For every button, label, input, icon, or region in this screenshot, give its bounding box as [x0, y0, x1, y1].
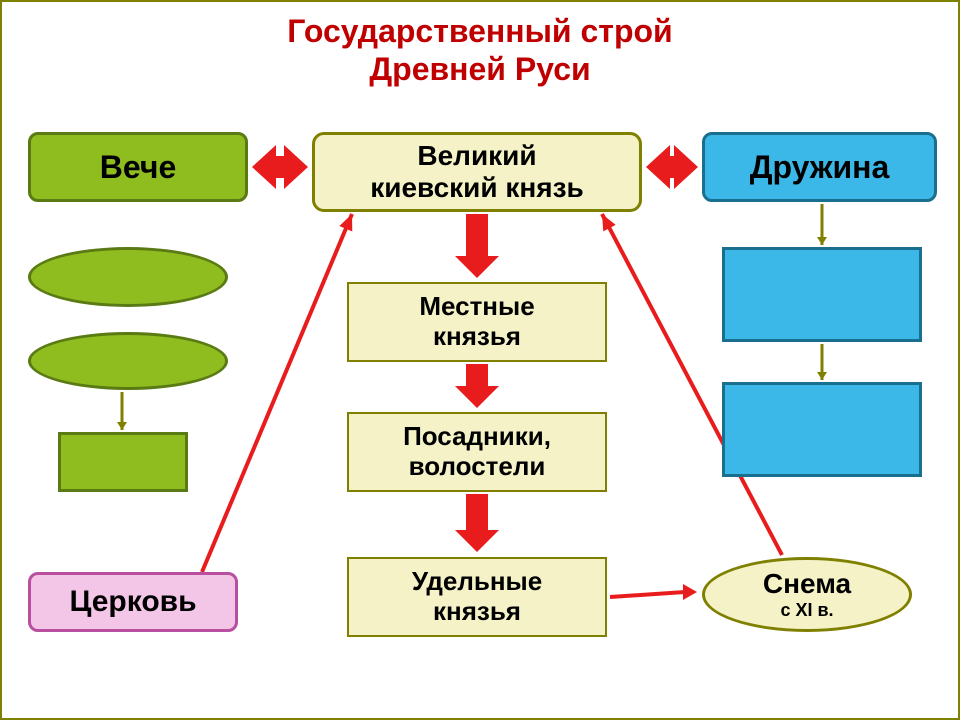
node-oval2 [28, 332, 228, 390]
node-udelnye: Удельныекнязья [347, 557, 607, 637]
node-localPrinces: Местныекнязья [347, 282, 607, 362]
diagram-title: Государственный строй Древней Руси [2, 2, 958, 89]
node-church: Церковь [28, 572, 238, 632]
node-blueRect2 [722, 382, 922, 477]
node-blueRect1 [722, 247, 922, 342]
title-line1: Государственный строй [2, 12, 958, 50]
node-greenRect [58, 432, 188, 492]
node-snema: Снемас XI в. [702, 557, 912, 632]
node-posadniki: Посадники,волостели [347, 412, 607, 492]
node-grandPrince: Великийкиевский князь [312, 132, 642, 212]
title-line2: Древней Руси [2, 50, 958, 88]
node-druzhina: Дружина [702, 132, 937, 202]
node-oval1 [28, 247, 228, 307]
node-veche: Вече [28, 132, 248, 202]
